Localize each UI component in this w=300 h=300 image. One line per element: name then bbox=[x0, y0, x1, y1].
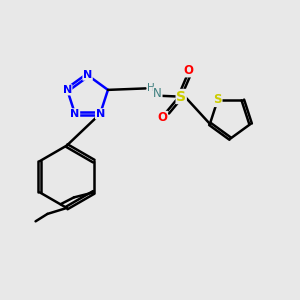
Text: N: N bbox=[63, 85, 72, 95]
Text: O: O bbox=[184, 64, 194, 77]
Text: H: H bbox=[147, 82, 155, 92]
Text: N: N bbox=[83, 70, 92, 80]
Text: O: O bbox=[158, 111, 167, 124]
Text: S: S bbox=[213, 94, 222, 106]
Text: N: N bbox=[153, 87, 162, 100]
Text: N: N bbox=[70, 109, 80, 119]
Text: N: N bbox=[95, 109, 105, 119]
Text: S: S bbox=[176, 89, 186, 103]
